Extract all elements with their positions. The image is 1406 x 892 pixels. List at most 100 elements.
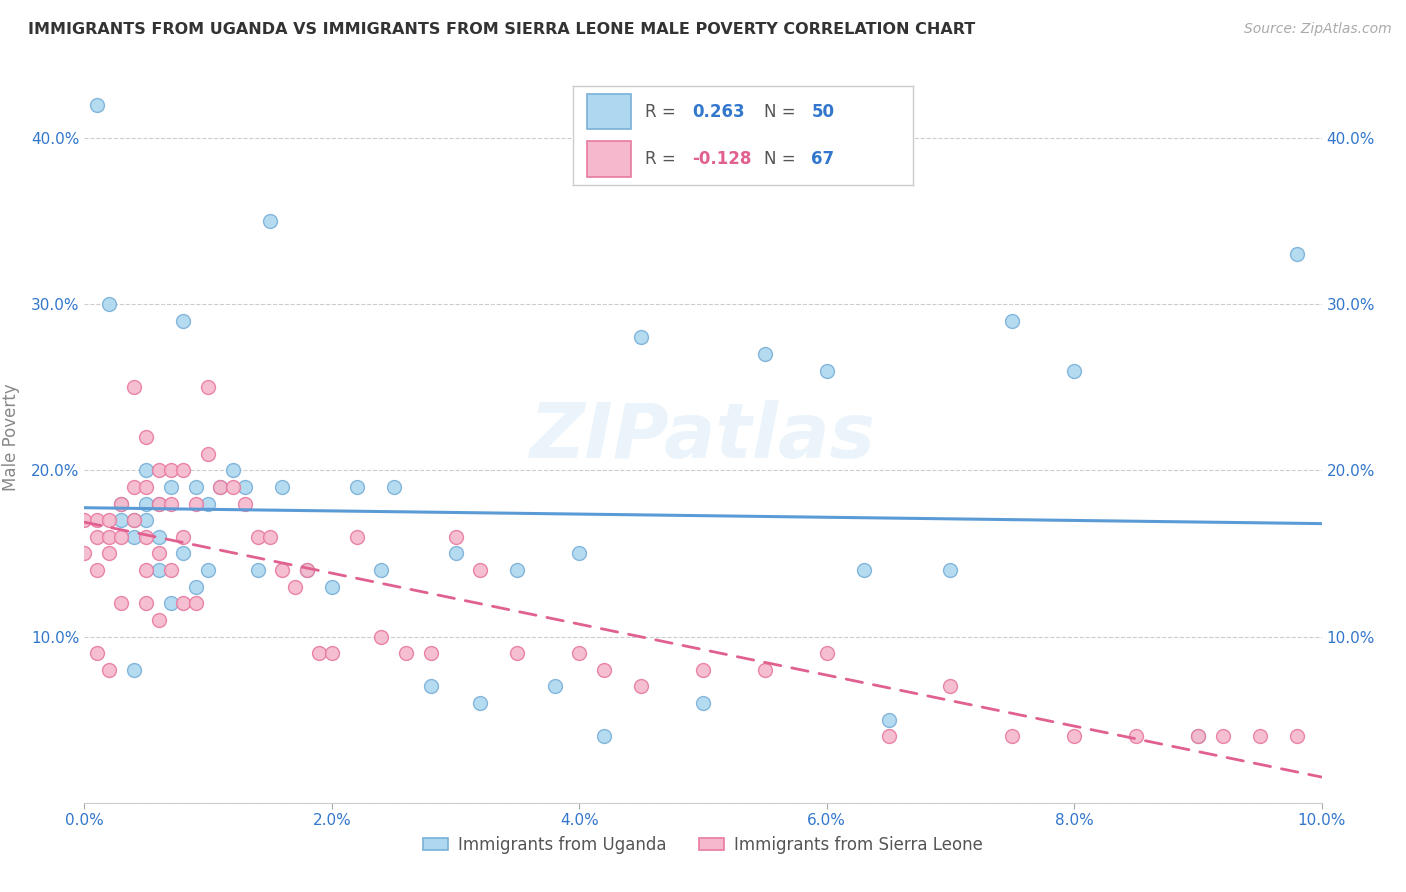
Point bbox=[754, 663, 776, 677]
Point bbox=[148, 613, 170, 627]
Point bbox=[1285, 729, 1308, 743]
Point bbox=[98, 530, 121, 544]
Point bbox=[370, 563, 392, 577]
Point bbox=[148, 530, 170, 544]
Point bbox=[135, 430, 157, 444]
Point bbox=[110, 530, 132, 544]
Point bbox=[506, 563, 529, 577]
Point bbox=[1125, 729, 1147, 743]
Point bbox=[135, 497, 157, 511]
Point bbox=[506, 646, 529, 660]
Point bbox=[754, 347, 776, 361]
Point bbox=[110, 596, 132, 610]
Point bbox=[110, 497, 132, 511]
Point bbox=[110, 497, 132, 511]
Text: Source: ZipAtlas.com: Source: ZipAtlas.com bbox=[1244, 22, 1392, 37]
Point bbox=[197, 380, 219, 394]
Point bbox=[346, 480, 368, 494]
Point bbox=[122, 513, 145, 527]
Point bbox=[593, 729, 616, 743]
Point bbox=[135, 596, 157, 610]
Point bbox=[73, 546, 96, 560]
Point bbox=[593, 663, 616, 677]
Point bbox=[172, 546, 194, 560]
Point bbox=[1249, 729, 1271, 743]
Point bbox=[148, 497, 170, 511]
Point bbox=[184, 497, 207, 511]
Point bbox=[370, 630, 392, 644]
Point bbox=[852, 563, 875, 577]
Point bbox=[419, 680, 441, 694]
Point bbox=[197, 497, 219, 511]
Point bbox=[470, 696, 492, 710]
Point bbox=[172, 596, 194, 610]
Point bbox=[1001, 314, 1024, 328]
Point bbox=[160, 480, 183, 494]
Point bbox=[568, 546, 591, 560]
Point bbox=[630, 330, 652, 344]
Point bbox=[197, 563, 219, 577]
Point bbox=[470, 563, 492, 577]
Point bbox=[939, 680, 962, 694]
Point bbox=[321, 646, 343, 660]
Point bbox=[86, 563, 108, 577]
Point bbox=[692, 663, 714, 677]
Point bbox=[395, 646, 418, 660]
Point bbox=[444, 530, 467, 544]
Point bbox=[1187, 729, 1209, 743]
Point bbox=[444, 546, 467, 560]
Point bbox=[222, 463, 245, 477]
Point bbox=[259, 214, 281, 228]
Point bbox=[233, 480, 256, 494]
Point bbox=[135, 563, 157, 577]
Point bbox=[1063, 729, 1085, 743]
Point bbox=[1187, 729, 1209, 743]
Point bbox=[122, 380, 145, 394]
Point bbox=[122, 480, 145, 494]
Point bbox=[1063, 363, 1085, 377]
Y-axis label: Male Poverty: Male Poverty bbox=[1, 384, 20, 491]
Point bbox=[308, 646, 330, 660]
Point bbox=[222, 480, 245, 494]
Point bbox=[98, 513, 121, 527]
Point bbox=[148, 563, 170, 577]
Point bbox=[295, 563, 318, 577]
Point bbox=[160, 463, 183, 477]
Point bbox=[148, 497, 170, 511]
Point bbox=[160, 563, 183, 577]
Point bbox=[122, 513, 145, 527]
Point bbox=[86, 513, 108, 527]
Point bbox=[1212, 729, 1234, 743]
Point bbox=[122, 663, 145, 677]
Point bbox=[135, 513, 157, 527]
Point bbox=[148, 463, 170, 477]
Point bbox=[184, 580, 207, 594]
Point bbox=[184, 480, 207, 494]
Point bbox=[86, 530, 108, 544]
Point bbox=[184, 596, 207, 610]
Point bbox=[1285, 247, 1308, 261]
Point bbox=[321, 580, 343, 594]
Point bbox=[209, 480, 232, 494]
Point bbox=[346, 530, 368, 544]
Point bbox=[233, 497, 256, 511]
Point bbox=[259, 530, 281, 544]
Legend: Immigrants from Uganda, Immigrants from Sierra Leone: Immigrants from Uganda, Immigrants from … bbox=[416, 829, 990, 860]
Point bbox=[382, 480, 405, 494]
Point bbox=[172, 530, 194, 544]
Point bbox=[86, 646, 108, 660]
Point bbox=[98, 297, 121, 311]
Point bbox=[172, 314, 194, 328]
Point bbox=[110, 513, 132, 527]
Text: IMMIGRANTS FROM UGANDA VS IMMIGRANTS FROM SIERRA LEONE MALE POVERTY CORRELATION : IMMIGRANTS FROM UGANDA VS IMMIGRANTS FRO… bbox=[28, 22, 976, 37]
Point bbox=[568, 646, 591, 660]
Point bbox=[1001, 729, 1024, 743]
Point bbox=[135, 480, 157, 494]
Point bbox=[246, 530, 269, 544]
Point bbox=[271, 480, 294, 494]
Point bbox=[172, 463, 194, 477]
Point bbox=[148, 546, 170, 560]
Point bbox=[271, 563, 294, 577]
Point bbox=[939, 563, 962, 577]
Point bbox=[160, 497, 183, 511]
